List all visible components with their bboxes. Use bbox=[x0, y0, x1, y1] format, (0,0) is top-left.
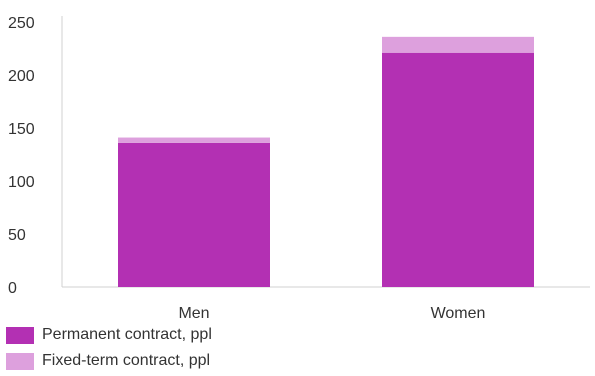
legend-swatch-fixed-term bbox=[6, 352, 34, 370]
bar-men-permanent bbox=[118, 142, 270, 287]
y-tick-label: 250 bbox=[8, 15, 35, 32]
y-tick-label: 100 bbox=[8, 174, 35, 191]
x-tick-label: Women bbox=[431, 305, 486, 320]
y-tick-label: 200 bbox=[8, 68, 35, 85]
legend-label-permanent: Permanent contract, ppl bbox=[42, 326, 212, 343]
y-tick-label: 50 bbox=[8, 227, 26, 244]
x-tick-label: Men bbox=[178, 305, 209, 320]
legend: Permanent contract, ppl Fixed-term contr… bbox=[6, 322, 212, 374]
stacked-bar-chart: 0 50 100 150 200 250 Men Women bbox=[8, 15, 590, 320]
legend-item-permanent: Permanent contract, ppl bbox=[6, 322, 212, 348]
y-axis-ticks: 0 50 100 150 200 250 bbox=[8, 15, 35, 297]
y-tick-label: 0 bbox=[8, 280, 17, 297]
bar-women-permanent bbox=[382, 52, 534, 287]
bars bbox=[118, 36, 534, 287]
y-tick-label: 150 bbox=[8, 121, 35, 138]
bar-women-fixed-term bbox=[382, 36, 534, 53]
legend-swatch-permanent bbox=[6, 326, 34, 344]
legend-label-fixed-term: Fixed-term contract, ppl bbox=[42, 352, 211, 369]
legend-item-fixed-term: Fixed-term contract, ppl bbox=[6, 348, 212, 374]
x-axis-labels: Men Women bbox=[178, 305, 485, 320]
bar-men-fixed-term bbox=[118, 137, 270, 143]
